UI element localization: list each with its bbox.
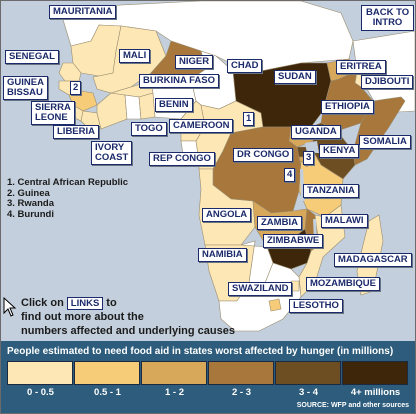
label-zimbabwe[interactable]: ZIMBABWE (263, 234, 324, 248)
legend-range-label: 3 - 4 (298, 387, 318, 398)
label-guinea-bissau-line1: GUINEA (7, 77, 44, 88)
label-senegal[interactable]: SENEGAL (5, 50, 59, 64)
region-togo-benin (138, 92, 156, 120)
label-mozambique[interactable]: MOZAMBIQUE (306, 277, 380, 291)
legend-swatch (74, 361, 140, 385)
legend-color-bar (7, 361, 409, 385)
links-button[interactable]: LINKS (66, 297, 104, 310)
label-madagascar[interactable]: MADAGASCAR (334, 253, 412, 267)
label-guinea-bissau-line2: BISSAU (7, 87, 43, 98)
label-uganda[interactable]: UGANDA (291, 125, 341, 139)
note-3: 3. Rwanda (7, 198, 54, 209)
label-togo[interactable]: TOGO (131, 122, 167, 136)
instructions: Click on LINKS to find out more about the … (21, 296, 291, 338)
legend-swatch (141, 361, 207, 385)
legend-range-label: 0 - 0.5 (27, 387, 54, 398)
label-ivory-coast-line2: COAST (95, 152, 129, 163)
label-benin[interactable]: BENIN (155, 98, 193, 112)
back-to-intro-line1: BACK TO (366, 7, 410, 18)
instructions-line1: Click on LINKS to (21, 296, 291, 310)
lake-victoria (305, 141, 319, 153)
label-chad[interactable]: CHAD (227, 59, 263, 73)
legend-range-label: 4+ millions (350, 387, 401, 398)
label-dr-congo[interactable]: DR CONGO (233, 148, 294, 162)
label-zambia[interactable]: ZAMBIA (257, 216, 302, 230)
label-sierra-leone-line2: LEONE (35, 112, 68, 123)
label-sierra-leone-line1: SIERRA (35, 102, 71, 113)
label-liberia[interactable]: LIBERIA (53, 125, 99, 139)
label-tanzania[interactable]: TANZANIA (303, 184, 359, 198)
legend-range-label: 1 - 2 (164, 387, 184, 398)
label-guinea-bissau[interactable]: GUINEA BISSAU (3, 76, 48, 100)
label-number-4[interactable]: 4 (284, 168, 296, 182)
legend-title: People estimated to need food aid in sta… (7, 346, 394, 357)
label-number-2[interactable]: 2 (70, 81, 82, 95)
region-ghana (124, 94, 142, 120)
note-1: 1. Central African Republic (7, 177, 129, 188)
legend-panel: People estimated to need food aid in sta… (1, 341, 415, 413)
label-rep-congo[interactable]: REP CONGO (149, 152, 215, 166)
label-mauritania[interactable]: MAURITANIA (49, 5, 117, 19)
legend-swatch (342, 361, 408, 385)
instructions-before: Click on (21, 297, 64, 309)
back-to-intro-line2: INTRO (372, 17, 403, 28)
legend-range-label: 2 - 3 (231, 387, 251, 398)
label-ivory-coast-line1: IVORY (95, 142, 125, 153)
legend-swatch (208, 361, 274, 385)
label-angola[interactable]: ANGOLA (202, 208, 252, 222)
label-somalia[interactable]: SOMALIA (359, 135, 411, 149)
label-niger[interactable]: NIGER (175, 55, 214, 69)
region-lesotho (268, 298, 282, 312)
label-number-3[interactable]: 3 (303, 151, 315, 165)
label-djibouti[interactable]: DJIBOUTI (361, 75, 414, 89)
label-swaziland[interactable]: SWAZILAND (228, 282, 293, 296)
instructions-line3: numbers affected and underlying causes (21, 325, 235, 337)
label-number-1[interactable]: 1 (243, 112, 255, 126)
label-cameroon[interactable]: CAMEROON (169, 119, 234, 133)
label-malawi[interactable]: MALAWI (321, 214, 368, 228)
label-sierra-leone[interactable]: SIERRA LEONE (31, 101, 75, 125)
region-ivory-coast (96, 92, 128, 130)
legend-swatch (275, 361, 341, 385)
note-4: 4. Burundi (7, 208, 54, 220)
legend-range-labels: 0 - 0.5 0.5 - 1 1 - 2 2 - 3 3 - 4 4+ millions (7, 387, 409, 398)
legend-range-label: 0.5 - 1 (94, 387, 121, 398)
label-mali[interactable]: MALI (119, 49, 151, 63)
label-lesotho[interactable]: LESOTHO (289, 299, 343, 313)
pointer-cursor-icon (3, 297, 17, 317)
instructions-after: to (106, 297, 117, 309)
label-namibia[interactable]: NAMIBIA (198, 248, 247, 262)
note-2: 2. Guinea (7, 187, 50, 199)
label-kenya[interactable]: KENYA (319, 144, 360, 158)
back-to-intro-button[interactable]: BACK TO INTRO (361, 5, 415, 31)
label-burkina-faso[interactable]: BURKINA FASO (139, 74, 219, 88)
numbered-notes: 1. Central African Republic 2. Guinea 3.… (7, 177, 129, 220)
legend-swatch (7, 361, 73, 385)
label-ivory-coast[interactable]: IVORY COAST (91, 141, 133, 165)
label-ethiopia[interactable]: ETHIOPIA (321, 100, 374, 114)
source-note: SOURCE: WFP and other sources (296, 402, 409, 409)
instructions-line2: find out more about the (21, 311, 144, 323)
label-sudan[interactable]: SUDAN (274, 70, 316, 84)
label-eritrea[interactable]: ERITREA (336, 60, 386, 74)
